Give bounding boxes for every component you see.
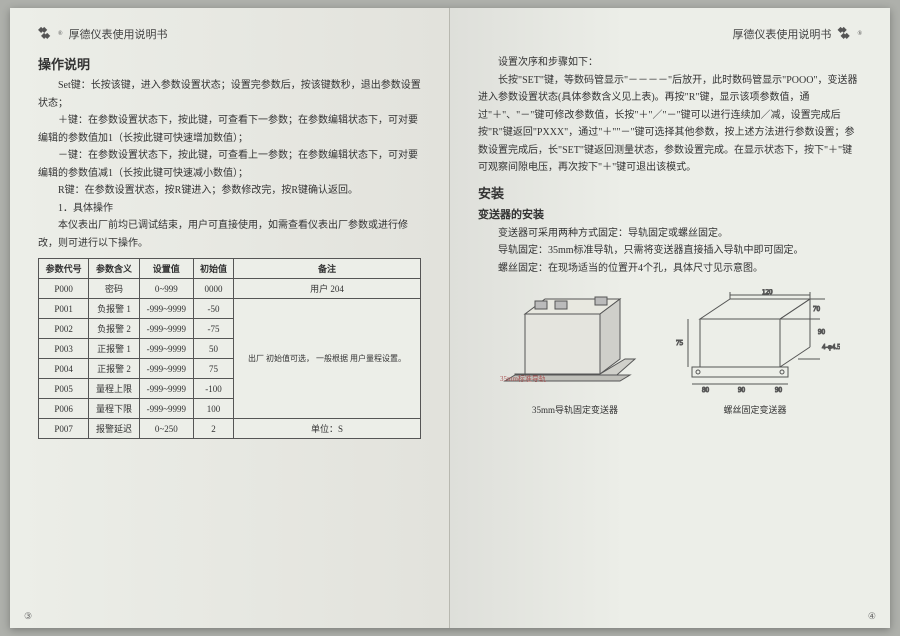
th-initial: 初始值 — [193, 259, 233, 279]
th-note: 备注 — [234, 259, 421, 279]
th-code: 参数代号 — [39, 259, 89, 279]
diagram-rail-caption: 35mm导轨固定变送器 — [500, 403, 650, 416]
para-sequence-body: 长按"SET"键，等数码管显示"－－－－"后放开，此时数码管显示"POOO"，变… — [478, 72, 862, 177]
table-row: P007 报警延迟 0~250 2 单位：S — [39, 419, 421, 439]
header-title: 厚德仪表使用说明书 — [732, 26, 831, 42]
header-left: ® 厚德仪表使用说明书 — [38, 26, 421, 42]
logo-icon — [837, 27, 851, 41]
svg-text:80: 80 — [702, 386, 710, 394]
rail-label: 35mm标准导轨 — [500, 374, 546, 383]
svg-text:90: 90 — [818, 328, 826, 336]
diagram-screw: 120 70 4-φ4.5 — [670, 289, 840, 416]
left-page: ® 厚德仪表使用说明书 操作说明 Set键：长按该键，进入参数设置状态；设置完参… — [10, 8, 450, 628]
svg-text:90: 90 — [775, 386, 783, 394]
registered-mark: ® — [857, 31, 862, 37]
section-title-operation: 操作说明 — [38, 54, 421, 73]
registered-mark: ® — [58, 31, 63, 37]
para-install-methods: 变送器可采用两种方式固定：导轨固定或螺丝固定。 — [478, 225, 862, 243]
svg-text:4-φ4.5: 4-φ4.5 — [822, 343, 840, 351]
header-right: 厚德仪表使用说明书 ® — [478, 26, 862, 42]
rail-mount-svg: 35mm标准导轨 — [500, 289, 650, 399]
table-row: P000 密码 0~999 0000 用户 204 — [39, 279, 421, 299]
install-subtitle: 变送器的安装 — [478, 206, 862, 222]
para-factory: 本仪表出厂前均已调试结束，用户可直接使用，如需查看仪表出厂参数或进行修改，则可进… — [38, 217, 421, 252]
parameter-table: 参数代号 参数含义 设置值 初始值 备注 P000 密码 0~999 0000 … — [38, 258, 421, 439]
table-header-row: 参数代号 参数含义 设置值 初始值 备注 — [39, 259, 421, 279]
screw-mount-svg: 120 70 4-φ4.5 — [670, 289, 840, 399]
book-spread: ® 厚德仪表使用说明书 操作说明 Set键：长按该键，进入参数设置状态；设置完参… — [10, 8, 890, 628]
page-number-right: ④ — [868, 611, 876, 622]
th-meaning: 参数含义 — [89, 259, 139, 279]
svg-text:75: 75 — [676, 339, 684, 347]
merged-note-cell: 出厂 初始值可选， 一般根据 用户量程设置。 — [234, 299, 421, 419]
th-range: 设置值 — [139, 259, 193, 279]
para-screw-mount: 螺丝固定：在现场适当的位置开4个孔，具体尺寸见示意图。 — [478, 260, 862, 278]
page-number-left: ③ — [24, 611, 32, 622]
para-minus-key: －键：在参数设置状态下，按此键，可查看上一参数；在参数编辑状态下，可对要编辑的参… — [38, 147, 421, 182]
section-title-install: 安装 — [478, 183, 862, 202]
para-r-key: R键：在参数设置状态，按R键进入；参数修改完，按R键确认返回。 — [38, 182, 421, 200]
logo-icon — [38, 27, 52, 41]
diagram-screw-caption: 螺丝固定变送器 — [670, 403, 840, 416]
diagram-rail: 35mm标准导轨 35mm导轨固定变送器 — [500, 289, 650, 416]
right-page: 厚德仪表使用说明书 ® 设置次序和步骤如下： 长按"SET"键，等数码管显示"－… — [450, 8, 890, 628]
para-rail-mount: 导轨固定：35mm标准导轨，只需将变送器直接插入导轨中即可固定。 — [478, 242, 862, 260]
para-sequence-heading: 设置次序和步骤如下： — [478, 54, 862, 72]
para-set-key: Set键：长按该键，进入参数设置状态；设置完参数后，按该键数秒，退出参数设置状态… — [38, 77, 421, 112]
svg-text:90: 90 — [738, 386, 746, 394]
table-row: P001 负报警 1 -999~9999 -50 出厂 初始值可选， 一般根据 … — [39, 299, 421, 319]
svg-text:120: 120 — [762, 289, 773, 296]
header-title: 厚德仪表使用说明书 — [69, 26, 168, 42]
para-operation-heading: 1．具体操作 — [38, 200, 421, 218]
diagram-row: 35mm标准导轨 35mm导轨固定变送器 120 70 — [478, 289, 862, 416]
svg-text:70: 70 — [813, 305, 821, 313]
para-plus-key: ＋键：在参数设置状态下，按此键，可查看下一参数；在参数编辑状态下，可对要编辑的参… — [38, 112, 421, 147]
